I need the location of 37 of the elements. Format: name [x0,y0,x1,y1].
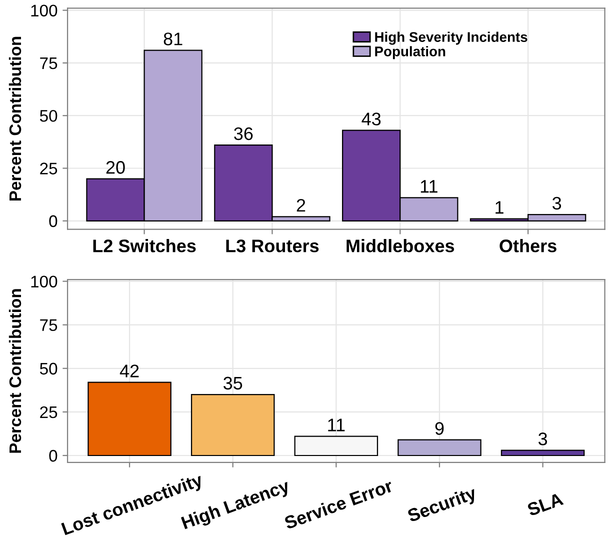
data-label: 35 [223,376,242,390]
data-label: 2 [296,198,306,212]
y-tick-label: 50 [40,110,58,122]
x-tick-label: Middleboxes [346,239,454,252]
y-tick-label: 0 [49,450,58,462]
y-tick-label: 25 [40,406,58,418]
legend-label: Population [375,46,446,60]
data-label: 36 [234,127,253,140]
bar [88,382,172,456]
y-axis-title: Percent Contribution [8,289,22,453]
y-tick-label: 25 [40,162,58,174]
x-tick-label: L3 Routers [226,240,319,252]
data-label: 42 [120,364,139,378]
x-tick-label: L2 Switches [93,239,196,252]
bar [500,450,585,456]
data-label: 3 [552,196,562,210]
x-tick-label: SLA [526,492,564,516]
y-tick-label: 50 [40,362,58,375]
bar [398,439,482,456]
y-tick-label: 0 [49,215,58,228]
data-label: 3 [538,432,548,446]
data-label: 11 [420,180,438,193]
x-tick-label: Others [500,239,556,252]
bar [190,394,275,456]
y-tick-label: 75 [40,58,58,70]
data-label: 43 [362,112,381,126]
y-tick-label: 75 [40,319,58,332]
legend-label: High Severity Incidents [375,32,528,45]
data-label: 20 [106,161,125,174]
data-label: 81 [164,32,182,46]
data-label: 11 [328,418,345,432]
bar [294,436,378,456]
data-label: 1 [496,201,504,214]
y-tick-label: 100 [31,4,58,16]
y-tick-label: 100 [31,276,58,288]
y-axis-title: Percent Contribution [8,36,22,201]
data-label: 9 [435,422,444,435]
